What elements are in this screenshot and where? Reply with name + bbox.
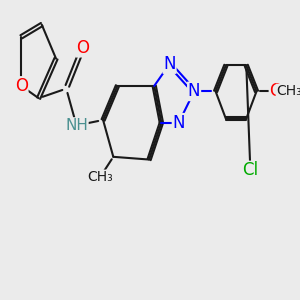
Text: N: N (188, 82, 200, 100)
Text: O: O (15, 77, 28, 95)
Text: CH₃: CH₃ (87, 170, 113, 184)
Text: NH: NH (65, 118, 88, 133)
Text: Cl: Cl (242, 161, 258, 179)
Text: O: O (269, 82, 282, 100)
Text: O: O (76, 39, 89, 57)
Text: CH₃: CH₃ (276, 84, 300, 98)
Text: N: N (163, 55, 176, 73)
Text: N: N (172, 114, 185, 132)
